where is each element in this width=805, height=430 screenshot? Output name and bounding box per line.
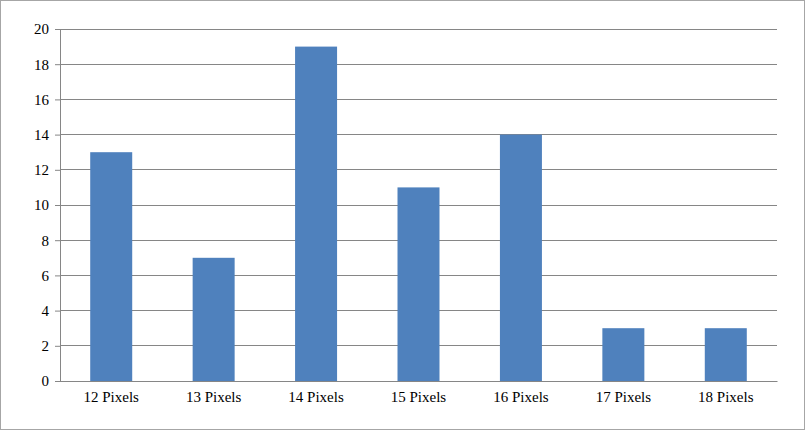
y-tick-mark [55, 205, 60, 206]
x-tick-label: 16 Pixels [493, 389, 549, 405]
y-tick: 10 [34, 197, 60, 213]
y-tick: 14 [34, 127, 60, 143]
y-tick-mark [55, 99, 60, 100]
x-tick: 12 Pixels [83, 389, 139, 405]
x-tick-label: 14 Pixels [288, 389, 344, 405]
y-tick-mark [55, 170, 60, 171]
plot: 0 2 4 6 8 10 12 14 16 18 20 12 Pixels 13 Pixels 14 Pi… [34, 21, 778, 404]
x-tick: 15 Pixels [391, 389, 447, 405]
bar [705, 328, 747, 381]
y-tick-label: 6 [42, 268, 50, 284]
grid [60, 29, 777, 381]
y-tick: 12 [34, 162, 60, 178]
x-tick: 17 Pixels [596, 389, 652, 405]
y-tick: 0 [42, 373, 61, 389]
bar [398, 187, 440, 381]
x-tick: 16 Pixels [493, 389, 549, 405]
y-tick-mark [55, 29, 60, 30]
x-tick-label: 17 Pixels [596, 389, 652, 405]
grid-line [60, 29, 777, 30]
y-tick-label: 18 [34, 57, 49, 73]
y-axis-line [60, 30, 61, 382]
x-tick-label: 15 Pixels [391, 389, 447, 405]
x-tick-label: 13 Pixels [186, 389, 242, 405]
x-tick-label: 12 Pixels [83, 389, 139, 405]
y-tick-label: 2 [42, 338, 50, 354]
bar [90, 152, 132, 381]
y-tick-mark [55, 381, 60, 382]
y-tick-mark [55, 275, 60, 276]
x-tick: 13 Pixels [186, 389, 242, 405]
y-tick: 4 [42, 303, 61, 319]
y-tick: 6 [42, 268, 61, 284]
y-tick-label: 4 [42, 303, 50, 319]
y-tick-mark [55, 311, 60, 312]
grid-line [60, 64, 777, 65]
x-tick-label: 18 Pixels [698, 389, 754, 405]
y-tick-label: 8 [42, 233, 50, 249]
y-tick-mark [55, 135, 60, 136]
x-axis-line [61, 381, 778, 382]
y-tick: 16 [34, 92, 60, 108]
y-tick-label: 10 [34, 197, 49, 213]
y-tick-label: 14 [34, 127, 50, 143]
x-tick: 18 Pixels [698, 389, 754, 405]
chart-frame [1, 1, 805, 430]
y-tick-label: 16 [34, 92, 50, 108]
bar [295, 47, 337, 381]
y-axis: 0 2 4 6 8 10 12 14 16 18 20 [34, 21, 61, 389]
grid-line [60, 99, 777, 100]
y-tick: 18 [34, 57, 60, 73]
y-tick: 8 [42, 233, 61, 249]
y-tick-mark [55, 64, 60, 65]
bars [90, 47, 747, 381]
y-tick-mark [55, 346, 60, 347]
x-axis: 12 Pixels 13 Pixels 14 Pixels 15 Pixels 16 P… [61, 382, 778, 405]
x-tick: 14 Pixels [288, 389, 344, 405]
grid-line [60, 134, 777, 135]
y-tick-label: 0 [42, 373, 50, 389]
bar [602, 328, 644, 381]
chart: 0 2 4 6 8 10 12 14 16 18 20 12 Pixels 13 Pixels 14 Pi… [0, 0, 805, 430]
y-tick-mark [55, 240, 60, 241]
y-tick-label: 20 [34, 21, 49, 37]
grid-line [60, 169, 777, 170]
y-tick: 20 [34, 21, 60, 37]
y-tick-label: 12 [34, 162, 49, 178]
bar [500, 135, 542, 381]
y-tick: 2 [42, 338, 61, 354]
bar [193, 258, 235, 381]
